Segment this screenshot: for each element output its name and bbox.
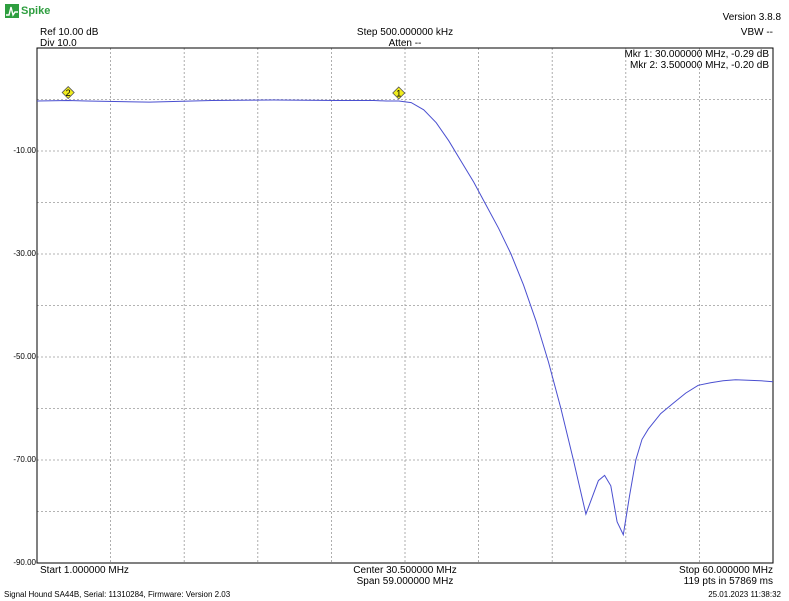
- device-info: Signal Hound SA44B, Serial: 11310284, Fi…: [4, 590, 231, 599]
- app-name: Spike: [21, 5, 51, 17]
- step-size: Step 500.000000 kHz: [356, 27, 454, 38]
- marker-1-readout: Mkr 1: 30.000000 MHz, -0.29 dB: [624, 49, 769, 60]
- center-frequency: Center 30.500000 MHz: [353, 565, 457, 576]
- marker-2-label: 2: [66, 88, 71, 98]
- trace-line: [36, 99, 774, 537]
- y-tick-label: -30.00: [13, 249, 36, 258]
- app-version: Version 3.8.8: [722, 12, 781, 23]
- marker-2-readout: Mkr 2: 3.500000 MHz, -0.20 dB: [630, 60, 769, 71]
- y-tick-label: -50.00: [13, 352, 36, 361]
- y-tick-label: -90.00: [13, 558, 36, 567]
- y-tick-label: -10.00: [13, 146, 36, 155]
- spike-logo-icon: [5, 4, 19, 18]
- stop-frequency: Stop 60.000000 MHz: [679, 565, 773, 576]
- span: Span 59.000000 MHz: [356, 576, 454, 587]
- plot-border: [36, 47, 774, 564]
- start-frequency: Start 1.000000 MHz: [40, 565, 129, 576]
- y-tick-label: -70.00: [13, 455, 36, 464]
- attenuation: Atten --: [388, 38, 422, 49]
- ref-level: Ref 10.00 dB: [40, 27, 99, 38]
- div-scale: Div 10.0: [40, 38, 77, 49]
- marker-1-label: 1: [396, 88, 401, 98]
- marker-2-icon: [61, 85, 75, 100]
- sweep-points: 119 pts in 57869 ms: [683, 576, 773, 587]
- vbw: VBW --: [740, 27, 773, 38]
- timestamp: 25.01.2023 11:38:32: [708, 590, 781, 599]
- marker-1-icon: [392, 86, 406, 100]
